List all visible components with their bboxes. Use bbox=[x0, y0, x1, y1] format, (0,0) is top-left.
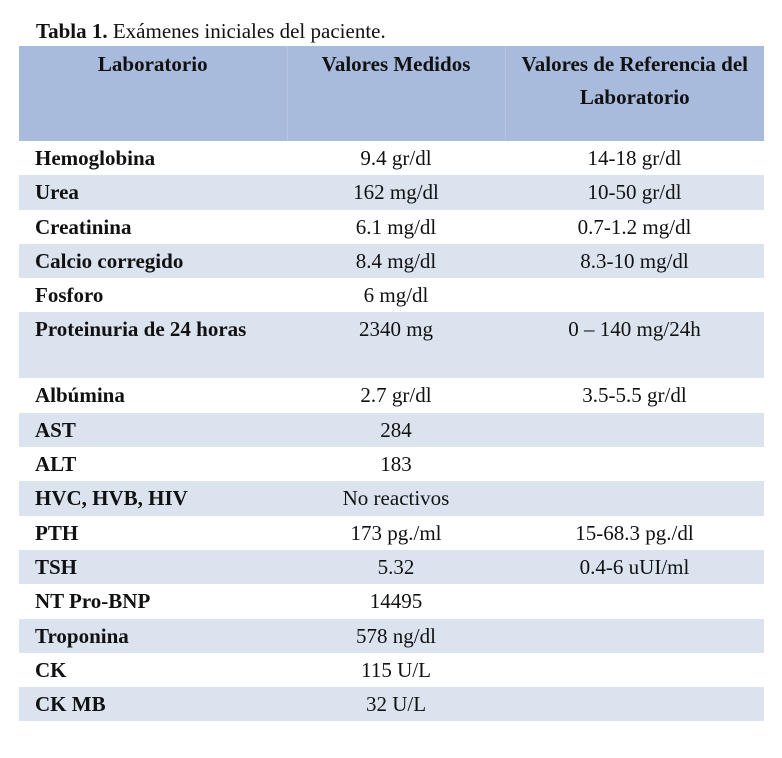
lab-name: Fosforo bbox=[35, 283, 104, 308]
table-row: Fosforo 6 mg/dl bbox=[19, 278, 764, 312]
reference-value bbox=[505, 687, 764, 722]
lab-name: Hemoglobina bbox=[35, 146, 156, 170]
reference-value: 10-50 gr/dl bbox=[505, 175, 764, 210]
reference-value bbox=[505, 481, 764, 516]
table-row: CK 115 U/L bbox=[19, 653, 764, 687]
reference-value bbox=[505, 653, 764, 687]
lab-name: Troponina bbox=[19, 618, 287, 653]
lab-name: PTH bbox=[35, 520, 79, 545]
table-row: PTH 173 pg./ml 15-68.3 pg./dl bbox=[19, 516, 764, 550]
measured-value: 578 ng/dl bbox=[287, 618, 505, 653]
measured-value: 162 mg/dl bbox=[287, 175, 505, 210]
lab-name: CK MB bbox=[19, 687, 287, 722]
header-valores-medidos: Valores Medidos bbox=[286, 46, 505, 141]
table-row: HVC, HVB, HIV No reactivos bbox=[19, 481, 764, 516]
table-row: NT Pro-BNP 14495 bbox=[19, 584, 764, 618]
lab-name: NT Pro-BNP bbox=[35, 589, 151, 614]
measured-value: 6 mg/dl bbox=[363, 283, 429, 308]
measured-value: 115 U/L bbox=[361, 657, 431, 682]
header-valores-referencia: Valores de Referencia del Laboratorio bbox=[504, 46, 764, 141]
table-row: ALT 183 bbox=[19, 447, 764, 481]
table-row: Proteinuria de 24 horas 2340 mg 0 – 140 … bbox=[19, 312, 764, 379]
lab-name: CK bbox=[35, 657, 67, 682]
reference-value bbox=[505, 412, 764, 448]
lab-name: Calcio corregido bbox=[19, 243, 287, 279]
measured-value: 5.32 bbox=[287, 549, 505, 585]
reference-value bbox=[505, 447, 764, 481]
table-header-row: Laboratorio Valores Medidos Valores de R… bbox=[19, 46, 764, 141]
table-row: Albúmina 2.7 gr/dl 3.5-5.5 gr/dl bbox=[19, 378, 764, 412]
reference-value: 0.4-6 uUI/ml bbox=[505, 549, 764, 585]
reference-value bbox=[505, 584, 764, 618]
reference-value: 3.5-5.5 gr/dl bbox=[582, 383, 687, 408]
lab-name: Albúmina bbox=[35, 383, 125, 408]
lab-results-table: Laboratorio Valores Medidos Valores de R… bbox=[19, 46, 764, 722]
table-row: Hemoglobina 9.4 gr/dl 14-18 gr/dl bbox=[19, 141, 764, 175]
lab-name: AST bbox=[19, 412, 287, 448]
measured-value: 284 bbox=[287, 412, 505, 448]
measured-value: 8.4 mg/dl bbox=[287, 243, 505, 279]
table-row: CK MB 32 U/L bbox=[19, 687, 764, 722]
lab-name: Creatinina bbox=[35, 214, 132, 239]
table-row: Troponina 578 ng/dl bbox=[19, 618, 764, 653]
caption-label: Tabla 1. bbox=[36, 19, 108, 43]
measured-value: 6.1 mg/dl bbox=[355, 214, 437, 239]
table-row: Creatinina 6.1 mg/dl 0.7-1.2 mg/dl bbox=[19, 210, 764, 244]
reference-value bbox=[505, 618, 764, 653]
table-row: AST 284 bbox=[19, 412, 764, 448]
table-row: Calcio corregido 8.4 mg/dl 8.3-10 mg/dl bbox=[19, 243, 764, 279]
table-row: Urea 162 mg/dl 10-50 gr/dl bbox=[19, 175, 764, 210]
lab-name: Proteinuria de 24 horas bbox=[19, 312, 287, 379]
header-laboratorio: Laboratorio bbox=[19, 46, 287, 141]
measured-value: No reactivos bbox=[287, 481, 505, 516]
lab-name: Urea bbox=[19, 175, 287, 210]
reference-value: 0 – 140 mg/24h bbox=[505, 312, 764, 379]
caption-text: Exámenes iniciales del paciente. bbox=[107, 19, 386, 43]
reference-value: 8.3-10 mg/dl bbox=[505, 243, 764, 279]
lab-name: HVC, HVB, HIV bbox=[19, 481, 287, 516]
measured-value: 14495 bbox=[369, 589, 423, 614]
table-caption: Tabla 1. Exámenes iniciales del paciente… bbox=[36, 16, 386, 46]
measured-value: 173 pg./ml bbox=[350, 520, 442, 545]
lab-name: TSH bbox=[19, 549, 287, 585]
measured-value: 2.7 gr/dl bbox=[360, 383, 432, 408]
reference-value bbox=[505, 278, 764, 312]
table-row: TSH 5.32 0.4-6 uUI/ml bbox=[19, 549, 764, 585]
lab-name: ALT bbox=[35, 452, 77, 477]
measured-value: 183 bbox=[380, 452, 412, 477]
measured-value: 2340 mg bbox=[287, 312, 505, 379]
reference-value: 0.7-1.2 mg/dl bbox=[577, 214, 692, 239]
measured-value: 32 U/L bbox=[287, 687, 505, 722]
measured-value: 9.4 gr/dl bbox=[360, 146, 432, 170]
reference-value: 14-18 gr/dl bbox=[587, 146, 682, 170]
reference-value: 15-68.3 pg./dl bbox=[575, 520, 694, 545]
